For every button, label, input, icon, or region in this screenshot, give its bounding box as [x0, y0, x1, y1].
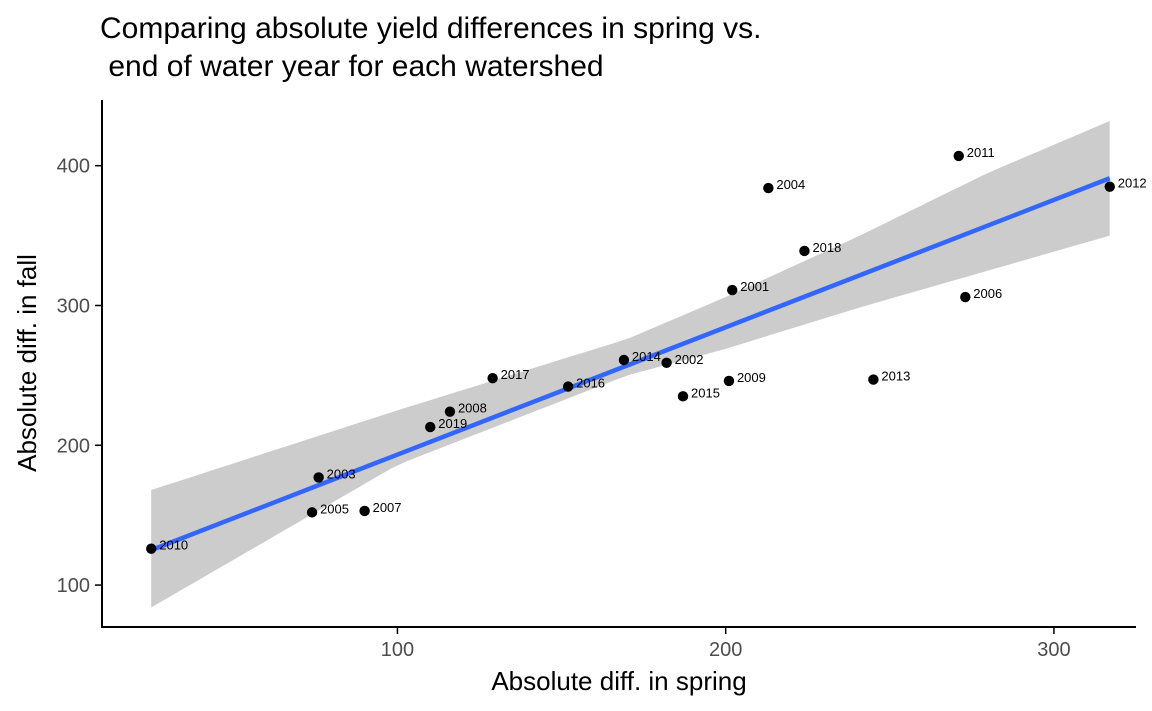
- point-label-2002: 2002: [675, 352, 704, 367]
- data-point-2016: [562, 381, 574, 392]
- y-tick-label: 400: [57, 156, 90, 178]
- data-point-2018: [799, 245, 810, 257]
- data-point-2017: [487, 372, 498, 384]
- x-axis-title: Absolute diff. in spring: [491, 666, 746, 696]
- data-point-2004: [763, 182, 774, 194]
- data-point-2001: [727, 284, 738, 296]
- point-label-2009: 2009: [737, 370, 766, 385]
- point-label-2015: 2015: [691, 385, 720, 400]
- y-tick-label: 200: [57, 435, 90, 457]
- y-tick-label: 300: [57, 295, 90, 317]
- point-label-2008: 2008: [458, 401, 487, 416]
- data-point-2005: [306, 507, 318, 518]
- point-label-2005: 2005: [320, 501, 349, 516]
- data-point-2015: [677, 391, 689, 402]
- x-tick-label: 300: [1037, 639, 1070, 661]
- point-label-2019: 2019: [438, 416, 467, 431]
- point-label-2007: 2007: [373, 500, 402, 515]
- regression-line: [150, 176, 1111, 553]
- data-point-2007: [359, 505, 370, 517]
- data-point-2003: [313, 472, 324, 483]
- chart-title-line-1: Comparing absolute yield differences in …: [100, 12, 761, 45]
- x-tick-label: 200: [709, 639, 742, 661]
- data-point-2006: [960, 291, 971, 303]
- chart-title-line-2: end of water year for each watershed: [100, 50, 604, 83]
- data-point-2008: [444, 406, 456, 417]
- data-point-2010: [146, 543, 157, 554]
- data-point-2014: [618, 354, 630, 366]
- data-point-2012: [1104, 181, 1115, 192]
- point-label-2013: 2013: [881, 369, 910, 384]
- point-label-2006: 2006: [973, 286, 1002, 301]
- point-label-2018: 2018: [812, 240, 841, 255]
- point-label-2016: 2016: [576, 376, 605, 391]
- point-label-2012: 2012: [1118, 176, 1147, 191]
- y-axis-title: Absolute diff. in fall: [12, 254, 42, 472]
- point-label-2003: 2003: [327, 466, 356, 481]
- data-point-2002: [661, 357, 672, 369]
- data-point-2013: [868, 374, 879, 385]
- y-tick-label: 100: [57, 575, 90, 597]
- point-label-2001: 2001: [740, 279, 769, 294]
- data-point-2011: [953, 150, 964, 162]
- point-label-2004: 2004: [776, 177, 805, 192]
- point-label-2014: 2014: [632, 349, 661, 364]
- point-label-2017: 2017: [501, 367, 530, 382]
- plot-area: 2001 2002 2003 2004 2005 2006 2007 2008 2009 2010…: [57, 100, 1147, 661]
- data-point-2009: [723, 375, 735, 387]
- point-label-2010: 2010: [159, 538, 188, 553]
- data-point-2019: [425, 421, 436, 433]
- point-label-2011: 2011: [967, 145, 995, 160]
- x-tick-label: 100: [381, 639, 414, 661]
